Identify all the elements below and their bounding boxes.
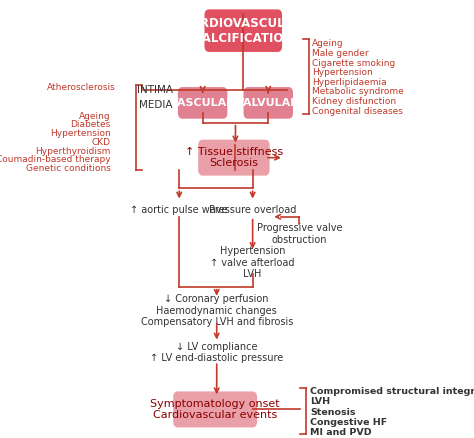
Text: Metabolic syndrome: Metabolic syndrome xyxy=(312,88,404,96)
Text: CKD: CKD xyxy=(91,138,110,147)
Text: Stenosis: Stenosis xyxy=(310,407,356,417)
Text: VASCULAR: VASCULAR xyxy=(170,98,236,108)
Text: Hyperlipidaemia: Hyperlipidaemia xyxy=(312,78,387,87)
Text: CARDIOVASCULAR
CALCIFICATION: CARDIOVASCULAR CALCIFICATION xyxy=(183,17,304,45)
Text: Progressive valve
obstruction: Progressive valve obstruction xyxy=(257,223,342,245)
Text: Congenital diseases: Congenital diseases xyxy=(312,107,403,116)
Text: LVH: LVH xyxy=(310,397,330,406)
Text: Genetic conditions: Genetic conditions xyxy=(26,164,110,173)
Text: INTIMA: INTIMA xyxy=(137,85,173,95)
Text: Diabetes: Diabetes xyxy=(70,120,110,129)
Text: Kidney disfunction: Kidney disfunction xyxy=(312,97,396,106)
Text: ↓ Coronary perfusion
Haemodynamic changes
Compensatory LVH and fibrosis: ↓ Coronary perfusion Haemodynamic change… xyxy=(140,294,293,328)
Text: Ageing: Ageing xyxy=(312,39,344,48)
FancyBboxPatch shape xyxy=(205,10,282,51)
Text: Hypertension
↑ valve afterload
LVH: Hypertension ↑ valve afterload LVH xyxy=(210,246,295,279)
FancyBboxPatch shape xyxy=(199,140,269,175)
Text: MEDIA: MEDIA xyxy=(139,100,173,110)
Text: Hypertension: Hypertension xyxy=(50,129,110,138)
Text: MI and PVD: MI and PVD xyxy=(310,427,372,437)
FancyBboxPatch shape xyxy=(244,88,292,118)
Text: ↓ LV compliance
↑ LV end-diastolic pressure: ↓ LV compliance ↑ LV end-diastolic press… xyxy=(150,342,283,363)
Text: Male gender: Male gender xyxy=(312,49,369,58)
Text: Pressure overload: Pressure overload xyxy=(209,205,296,215)
Text: Cigarette smoking: Cigarette smoking xyxy=(312,59,395,67)
Text: Hyperthyroidism: Hyperthyroidism xyxy=(35,147,110,155)
FancyBboxPatch shape xyxy=(174,392,256,427)
Text: Compromised structural integrity: Compromised structural integrity xyxy=(310,387,474,396)
Text: Symptomatology onset
Cardiovascular events: Symptomatology onset Cardiovascular even… xyxy=(150,399,280,420)
Text: VALVULAR: VALVULAR xyxy=(237,98,300,108)
Text: Atherosclerosis: Atherosclerosis xyxy=(46,83,115,92)
Text: ↑ Tissue stiffness
Sclerosis: ↑ Tissue stiffness Sclerosis xyxy=(185,147,283,169)
Text: ↑ aortic pulse wave: ↑ aortic pulse wave xyxy=(130,205,228,215)
FancyBboxPatch shape xyxy=(179,88,227,118)
Text: Congestive HF: Congestive HF xyxy=(310,417,388,427)
Text: Ageing: Ageing xyxy=(79,112,110,120)
Text: Coumadin-based therapy: Coumadin-based therapy xyxy=(0,155,110,164)
Text: Hypertension: Hypertension xyxy=(312,68,373,77)
